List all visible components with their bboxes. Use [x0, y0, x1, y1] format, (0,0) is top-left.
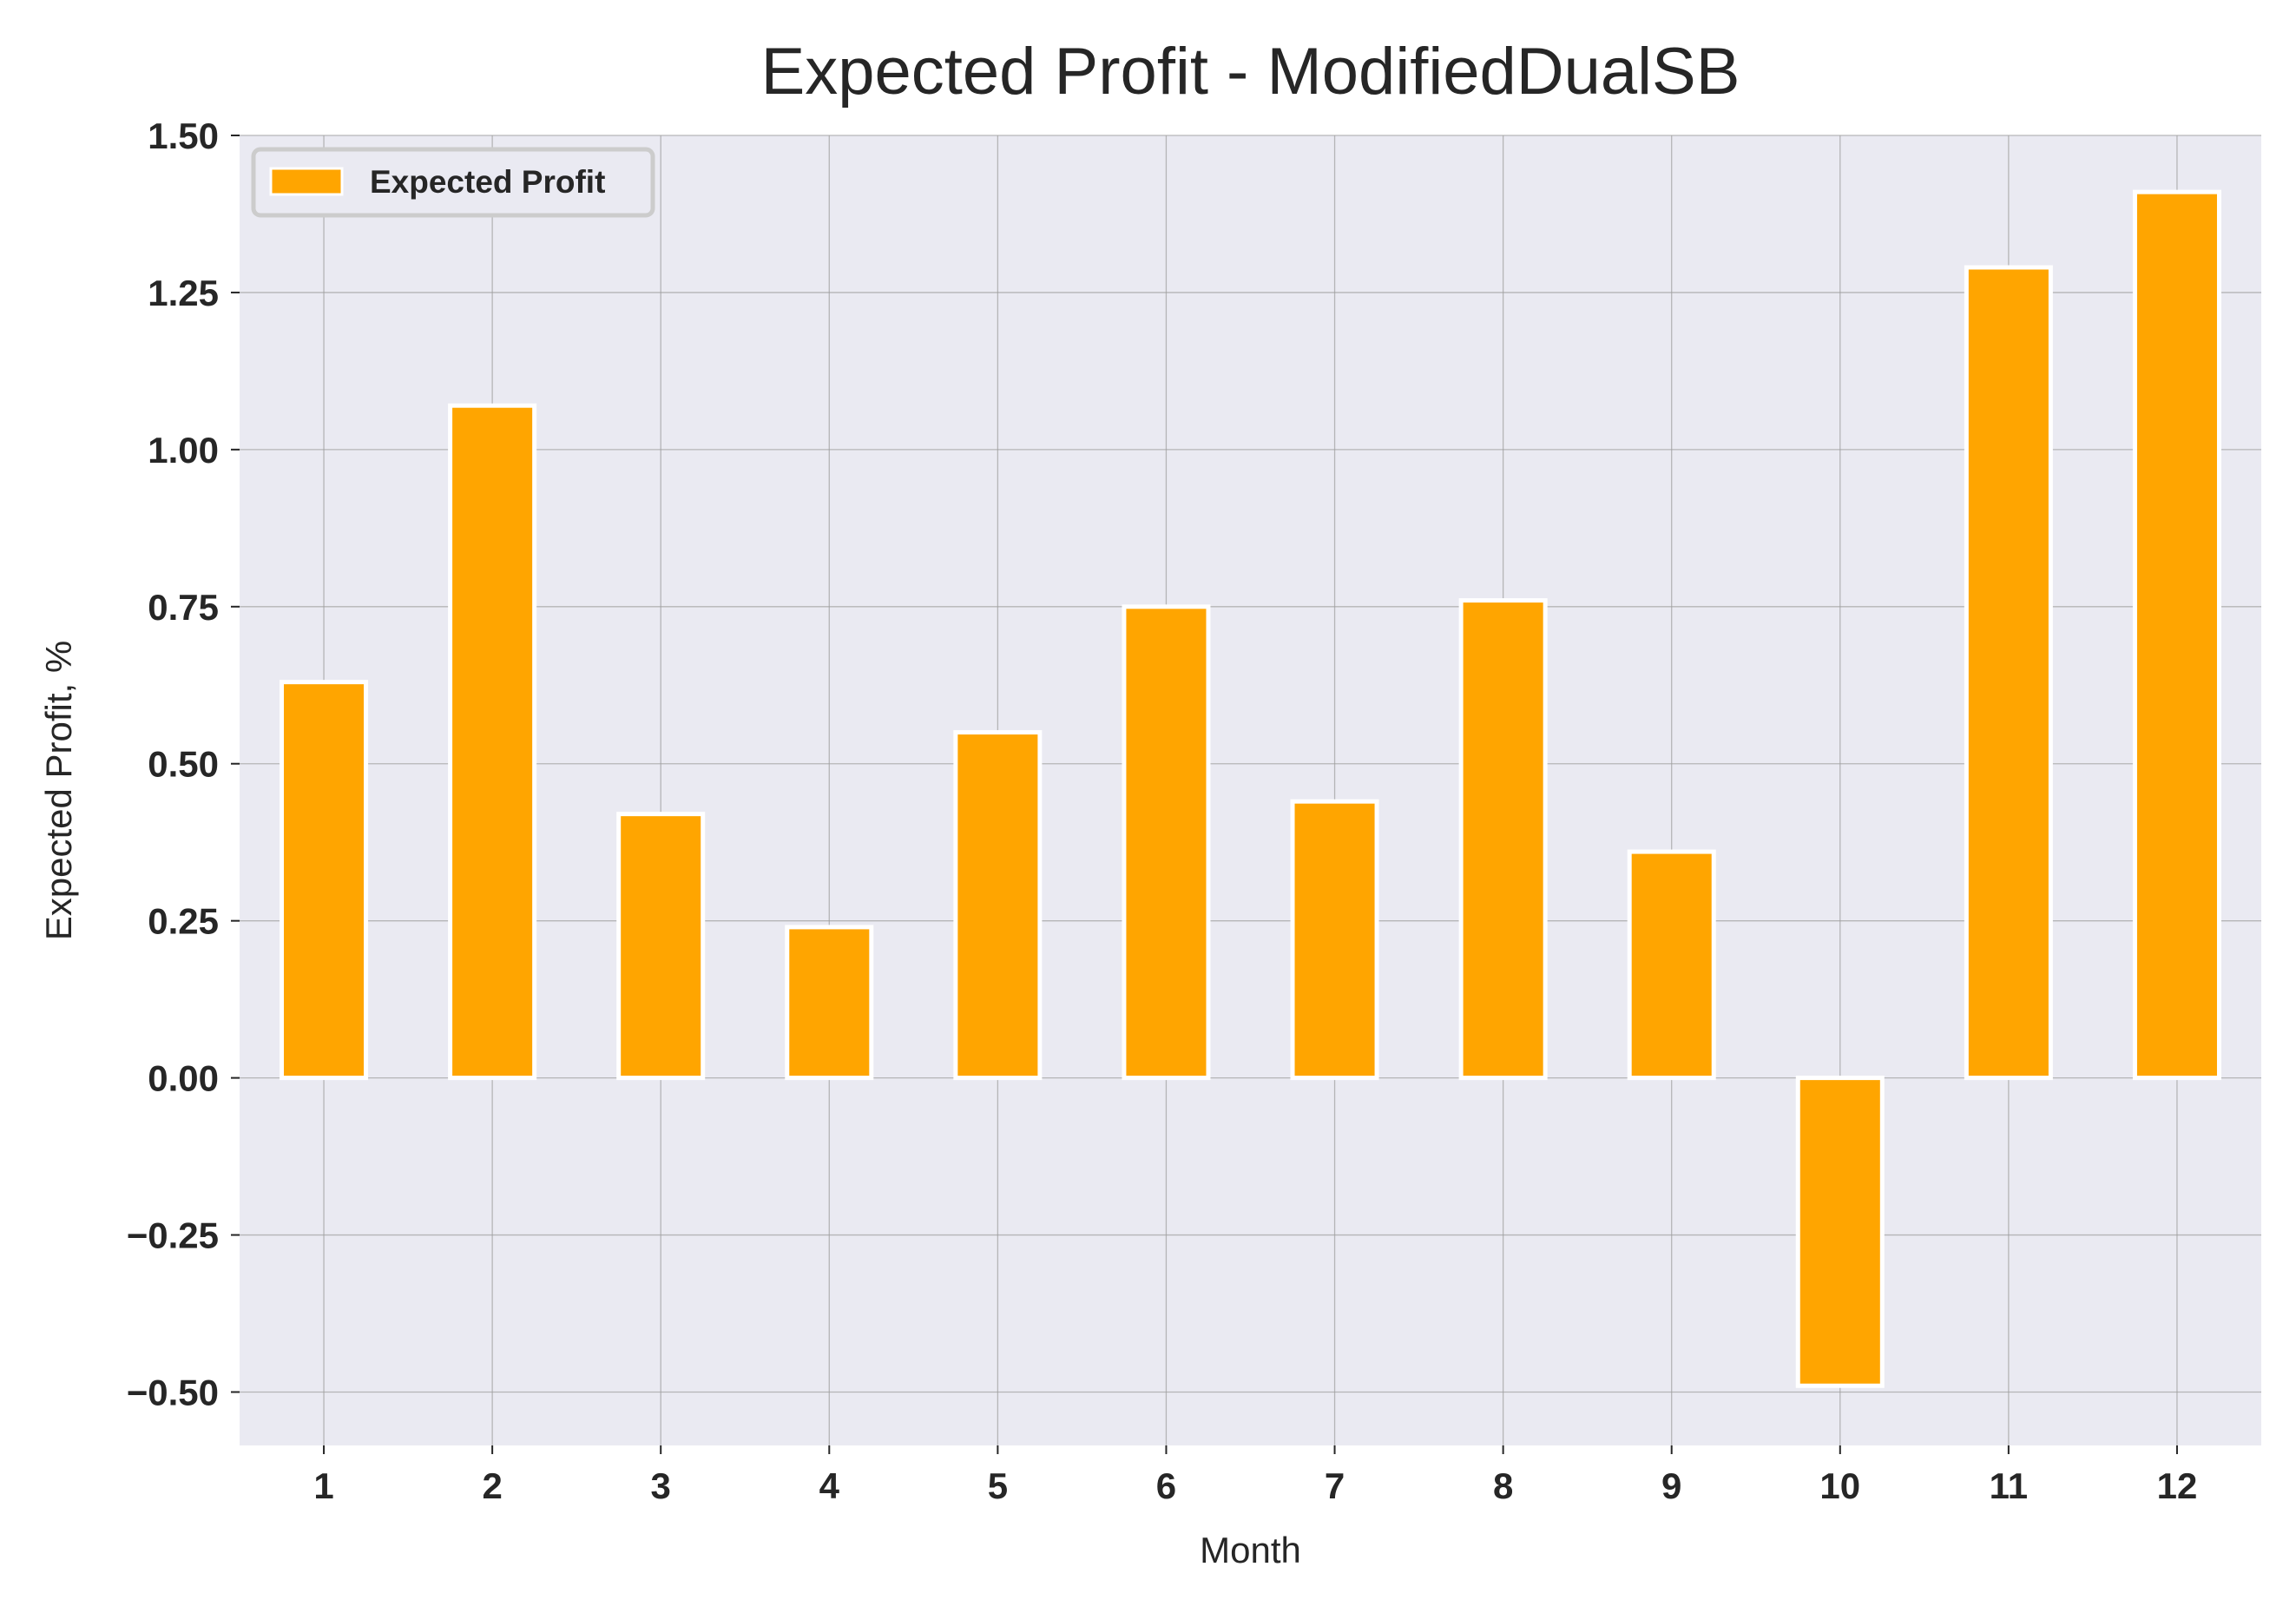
y-tick-label: 0.50: [148, 744, 219, 785]
y-tick-label: 1.50: [148, 115, 219, 156]
bar-month-7: [1290, 799, 1379, 1081]
bar-month-8: [1458, 598, 1548, 1081]
x-tick-label: 11: [1990, 1465, 2028, 1506]
y-tick-label: −0.25: [127, 1215, 219, 1256]
x-tick-label: 12: [2157, 1465, 2198, 1506]
bars: [280, 189, 2221, 1388]
plot-area: [240, 135, 2261, 1445]
bar-month-4: [785, 925, 874, 1081]
bar-month-6: [1122, 604, 1211, 1081]
x-tick-label: 3: [651, 1465, 671, 1506]
bar-month-2: [448, 403, 537, 1081]
x-tick-label: 7: [1325, 1465, 1345, 1506]
x-tick-label: 6: [1156, 1465, 1176, 1506]
legend: Expected Profit: [251, 147, 655, 218]
y-tick-label: 0.00: [148, 1058, 219, 1099]
x-tick-label: 10: [1819, 1465, 1860, 1506]
x-tick-label: 1: [313, 1465, 333, 1506]
x-tick-label: 5: [988, 1465, 1008, 1506]
x-axis-label: Month: [1200, 1530, 1301, 1570]
bar-month-11: [1964, 265, 2053, 1081]
bar-month-9: [1627, 849, 1716, 1081]
y-tick-label: 0.75: [148, 587, 219, 628]
chart-title: Expected Profit - ModifiedDualSB: [761, 35, 1740, 109]
x-tick-label: 8: [1493, 1465, 1513, 1506]
legend-swatch: [269, 167, 344, 196]
bar-month-3: [616, 812, 706, 1081]
x-tick-label: 9: [1661, 1465, 1681, 1506]
bar-month-12: [2132, 189, 2221, 1081]
y-tick-label: 1.00: [148, 430, 219, 471]
x-tick-label: 4: [819, 1465, 840, 1506]
y-tick-label: −0.50: [127, 1372, 219, 1412]
bar-month-1: [280, 680, 369, 1081]
bar-month-10: [1795, 1076, 1885, 1388]
x-tick-labels: 1 2 3 4 5 6 7 8 9 10 11 12: [313, 1445, 2197, 1506]
legend-label: Expected Profit: [370, 164, 605, 200]
y-tick-label: 0.25: [148, 901, 219, 942]
y-tick-label: 1.25: [148, 273, 219, 313]
y-axis-label: Expected Profit, %: [38, 641, 79, 941]
bar-month-5: [953, 730, 1043, 1081]
x-tick-label: 2: [482, 1465, 502, 1506]
y-tick-labels: −0.50 −0.25 0.00 0.25 0.50 0.75 1.00 1.25 1.50: [127, 115, 240, 1412]
legend-box: [251, 147, 655, 218]
